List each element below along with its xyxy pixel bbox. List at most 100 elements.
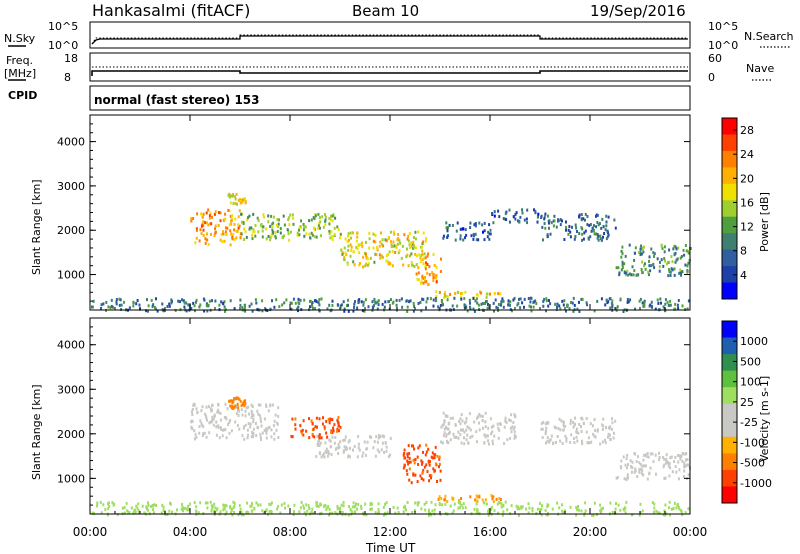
velocity-cell bbox=[231, 513, 234, 517]
power-cell bbox=[584, 229, 587, 233]
power-cell bbox=[406, 305, 409, 309]
velocity-cell bbox=[352, 505, 355, 509]
power-cell bbox=[620, 268, 623, 272]
power-cell bbox=[548, 299, 550, 302]
power-cell bbox=[686, 269, 689, 273]
velocity-cell bbox=[220, 418, 222, 422]
velocity-cell bbox=[631, 460, 634, 464]
velocity-cell bbox=[678, 507, 681, 511]
power-cell bbox=[377, 299, 380, 303]
power-cell bbox=[680, 271, 683, 275]
velocity-cell bbox=[263, 511, 265, 515]
power-cell bbox=[477, 303, 480, 307]
power-cell bbox=[421, 252, 424, 256]
power-cell bbox=[147, 309, 149, 313]
velocity-cell bbox=[669, 466, 672, 470]
power-cell bbox=[596, 213, 599, 217]
power-cell bbox=[667, 274, 670, 278]
power-cell bbox=[343, 309, 346, 313]
velocity-cell bbox=[356, 455, 359, 459]
power-cell bbox=[233, 228, 236, 232]
velocity-cell bbox=[556, 435, 559, 438]
velocity-cell bbox=[347, 513, 350, 517]
power-cell bbox=[388, 300, 390, 304]
velocity-cell bbox=[195, 407, 198, 411]
power-cell bbox=[232, 194, 235, 198]
power-cell bbox=[421, 242, 424, 245]
power-cell bbox=[589, 223, 592, 226]
power-cell bbox=[201, 213, 204, 217]
velocity-cell bbox=[147, 504, 150, 507]
velocity-cell bbox=[664, 503, 667, 507]
power-cell bbox=[120, 303, 123, 307]
velocity-cell bbox=[338, 445, 341, 449]
power-cell bbox=[239, 298, 242, 302]
power-cell bbox=[597, 234, 600, 238]
velocity-colorbar-tick-label: 500 bbox=[740, 355, 761, 368]
velocity-cell bbox=[678, 468, 681, 472]
velocity-cell bbox=[486, 434, 489, 438]
power-cell bbox=[473, 309, 476, 313]
velocity-cell bbox=[584, 509, 587, 513]
power-cell bbox=[525, 217, 528, 221]
power-cell bbox=[526, 221, 528, 225]
velocity-cell bbox=[195, 436, 198, 439]
power-cell bbox=[387, 253, 390, 257]
velocity-cell bbox=[239, 399, 242, 403]
velocity-cell bbox=[559, 428, 562, 432]
velocity-cell bbox=[222, 428, 224, 432]
power-cell bbox=[550, 221, 553, 225]
velocity-cell bbox=[427, 447, 430, 451]
velocity-cell bbox=[668, 513, 671, 517]
velocity-cell bbox=[352, 501, 355, 505]
power-cell bbox=[552, 224, 555, 228]
velocity-cell bbox=[448, 432, 450, 435]
power-cell bbox=[195, 298, 198, 302]
power-cell bbox=[362, 300, 365, 304]
velocity-cell bbox=[237, 406, 240, 410]
power-cell bbox=[234, 217, 237, 221]
power-cell bbox=[667, 303, 670, 307]
power-cell bbox=[384, 300, 387, 304]
velocity-cell bbox=[409, 460, 412, 464]
power-cell bbox=[360, 300, 363, 304]
power-cell bbox=[652, 262, 655, 266]
velocity-cell bbox=[263, 428, 266, 432]
power-cell bbox=[475, 297, 478, 301]
velocity-cell bbox=[686, 458, 689, 462]
power-cell bbox=[367, 262, 370, 266]
power-cell bbox=[673, 253, 676, 257]
velocity-cell bbox=[230, 429, 233, 433]
power-cell bbox=[673, 244, 676, 248]
velocity-cell bbox=[332, 429, 335, 433]
velocity-cell bbox=[331, 511, 334, 515]
power-cell bbox=[661, 247, 664, 250]
power-cell bbox=[409, 254, 411, 258]
velocity-colorbar-segment bbox=[722, 453, 737, 471]
power-cell bbox=[168, 304, 171, 308]
power-cell bbox=[411, 242, 414, 246]
power-cell bbox=[424, 265, 427, 269]
power-cell bbox=[343, 256, 346, 260]
velocity-cell bbox=[646, 477, 649, 481]
velocity-cell bbox=[108, 504, 111, 508]
power-cell bbox=[596, 233, 599, 236]
velocity-cell bbox=[235, 412, 238, 415]
velocity-cell bbox=[593, 418, 596, 421]
power-cell bbox=[610, 302, 613, 305]
velocity-cell bbox=[490, 425, 493, 429]
velocity-cell bbox=[512, 421, 515, 424]
velocity-cell bbox=[224, 428, 227, 432]
power-cell bbox=[476, 293, 479, 297]
velocity-cell bbox=[187, 508, 190, 512]
power-cell bbox=[528, 304, 531, 308]
power-cell bbox=[219, 219, 222, 223]
power-cell bbox=[115, 302, 118, 306]
power-cell bbox=[278, 305, 281, 309]
power-cell bbox=[641, 247, 644, 251]
velocity-cell bbox=[558, 417, 561, 421]
velocity-cell bbox=[457, 500, 460, 504]
power-cell bbox=[426, 263, 429, 266]
power-cell bbox=[405, 299, 408, 303]
velocity-cell bbox=[146, 508, 149, 512]
